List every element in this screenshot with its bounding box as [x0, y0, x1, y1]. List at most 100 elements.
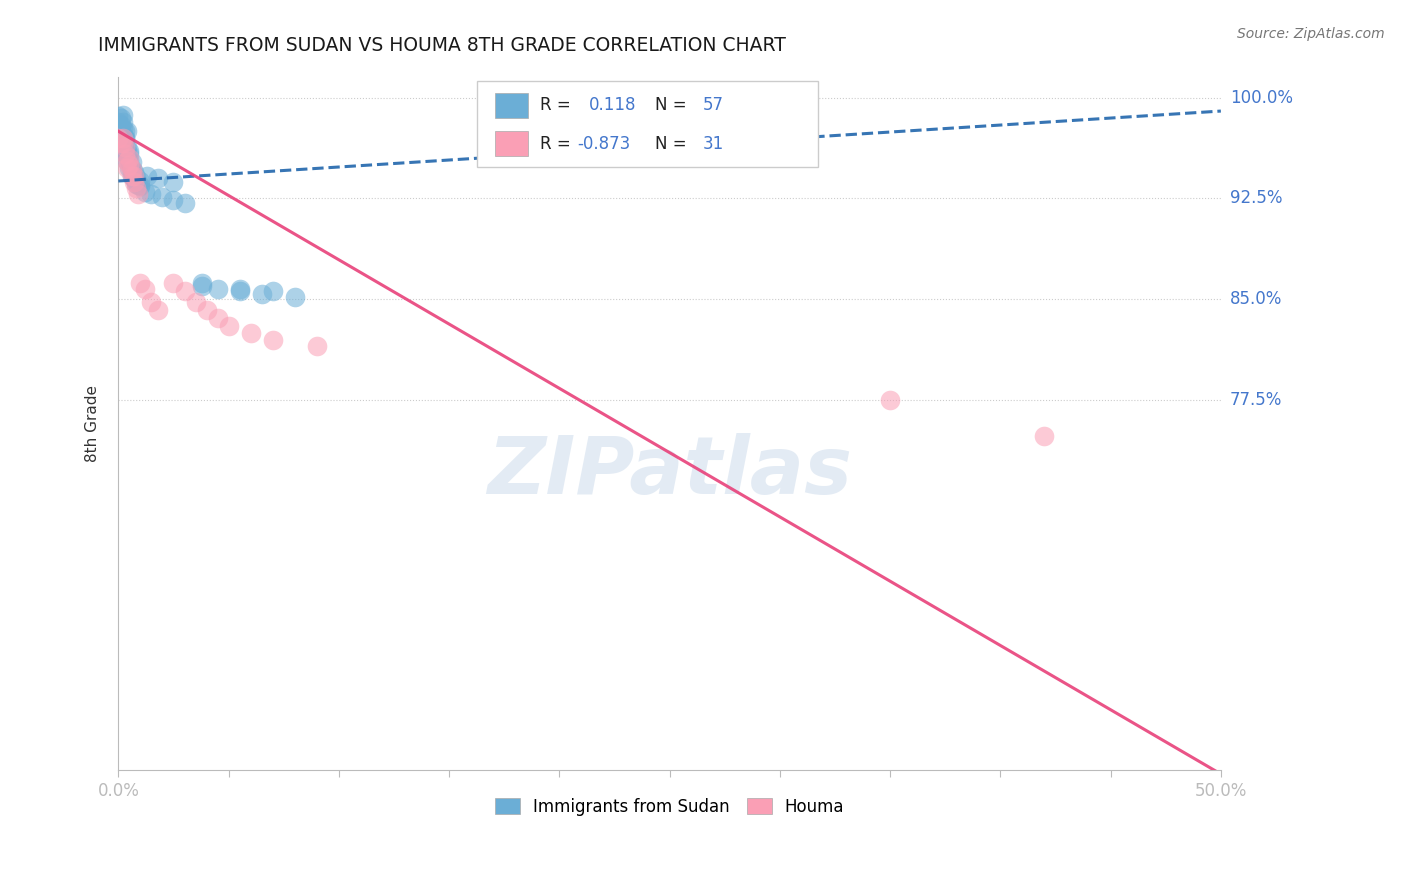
- Text: 31: 31: [703, 135, 724, 153]
- Point: [125, 169, 148, 184]
- Point: [122, 164, 145, 178]
- Point: [114, 145, 136, 159]
- Point: [127, 178, 149, 192]
- Text: 0.118: 0.118: [589, 96, 637, 114]
- Text: Source: ZipAtlas.com: Source: ZipAtlas.com: [1237, 27, 1385, 41]
- Point: [115, 124, 138, 138]
- Point: [115, 161, 138, 175]
- Point: [162, 276, 184, 290]
- Point: [121, 155, 143, 169]
- Point: [118, 153, 141, 168]
- Point: [118, 151, 141, 165]
- Text: R =: R =: [540, 135, 571, 153]
- Point: [141, 187, 163, 202]
- Point: [284, 290, 307, 304]
- Text: 77.5%: 77.5%: [1230, 392, 1282, 409]
- Point: [114, 124, 136, 138]
- Point: [114, 137, 136, 152]
- Point: [191, 278, 214, 293]
- Point: [111, 128, 134, 143]
- Point: [115, 147, 138, 161]
- Legend: Immigrants from Sudan, Houma: Immigrants from Sudan, Houma: [486, 789, 852, 824]
- Point: [110, 124, 132, 138]
- Point: [129, 174, 152, 188]
- Point: [122, 171, 145, 186]
- Point: [125, 177, 148, 191]
- Point: [125, 180, 148, 194]
- Point: [129, 276, 152, 290]
- Point: [141, 295, 163, 310]
- Point: [110, 118, 132, 132]
- Point: [121, 161, 143, 176]
- Text: R =: R =: [540, 96, 571, 114]
- Point: [207, 282, 229, 296]
- Y-axis label: 8th Grade: 8th Grade: [86, 385, 100, 462]
- Point: [114, 131, 136, 145]
- Point: [111, 137, 134, 152]
- Point: [136, 169, 159, 183]
- Point: [129, 179, 152, 194]
- Point: [195, 303, 218, 318]
- Point: [122, 169, 145, 183]
- Point: [239, 326, 262, 340]
- Point: [118, 158, 141, 172]
- Point: [162, 175, 184, 189]
- Point: [184, 295, 207, 310]
- Text: 57: 57: [703, 96, 724, 114]
- Point: [125, 174, 148, 188]
- Point: [228, 282, 250, 296]
- Text: 85.0%: 85.0%: [1230, 290, 1282, 309]
- Point: [115, 140, 138, 154]
- FancyBboxPatch shape: [477, 81, 818, 168]
- Point: [121, 164, 143, 178]
- Point: [121, 169, 143, 183]
- Point: [111, 131, 134, 145]
- Point: [250, 287, 273, 301]
- Point: [879, 393, 901, 408]
- Point: [110, 145, 132, 159]
- Point: [262, 333, 284, 347]
- Point: [118, 147, 141, 161]
- Point: [107, 120, 129, 135]
- Point: [114, 131, 136, 145]
- Point: [173, 285, 195, 299]
- Point: [127, 187, 149, 202]
- Point: [191, 276, 214, 290]
- Point: [122, 175, 145, 189]
- Point: [111, 115, 134, 129]
- Point: [110, 131, 132, 145]
- Point: [107, 131, 129, 145]
- Point: [152, 190, 174, 204]
- Point: [134, 185, 156, 199]
- Point: [110, 136, 132, 151]
- Point: [118, 145, 141, 159]
- Text: N =: N =: [655, 135, 688, 153]
- Point: [218, 319, 240, 334]
- Point: [111, 121, 134, 136]
- Point: [111, 134, 134, 148]
- Point: [1033, 429, 1056, 443]
- Point: [129, 178, 152, 192]
- Point: [115, 153, 138, 168]
- FancyBboxPatch shape: [495, 93, 529, 118]
- Point: [305, 339, 328, 353]
- Point: [134, 282, 156, 296]
- FancyBboxPatch shape: [495, 131, 529, 156]
- Point: [114, 140, 136, 154]
- Point: [121, 161, 143, 176]
- Point: [228, 285, 250, 299]
- Point: [146, 303, 169, 318]
- Point: [118, 161, 141, 175]
- Point: [173, 195, 195, 210]
- Text: 100.0%: 100.0%: [1230, 88, 1292, 107]
- Text: N =: N =: [655, 96, 688, 114]
- Text: IMMIGRANTS FROM SUDAN VS HOUMA 8TH GRADE CORRELATION CHART: IMMIGRANTS FROM SUDAN VS HOUMA 8TH GRADE…: [98, 36, 786, 54]
- Point: [111, 108, 134, 122]
- Text: -0.873: -0.873: [576, 135, 630, 153]
- Point: [121, 169, 143, 183]
- Point: [115, 153, 138, 168]
- Point: [262, 285, 284, 299]
- Point: [107, 115, 129, 129]
- Point: [162, 193, 184, 207]
- Point: [122, 171, 145, 186]
